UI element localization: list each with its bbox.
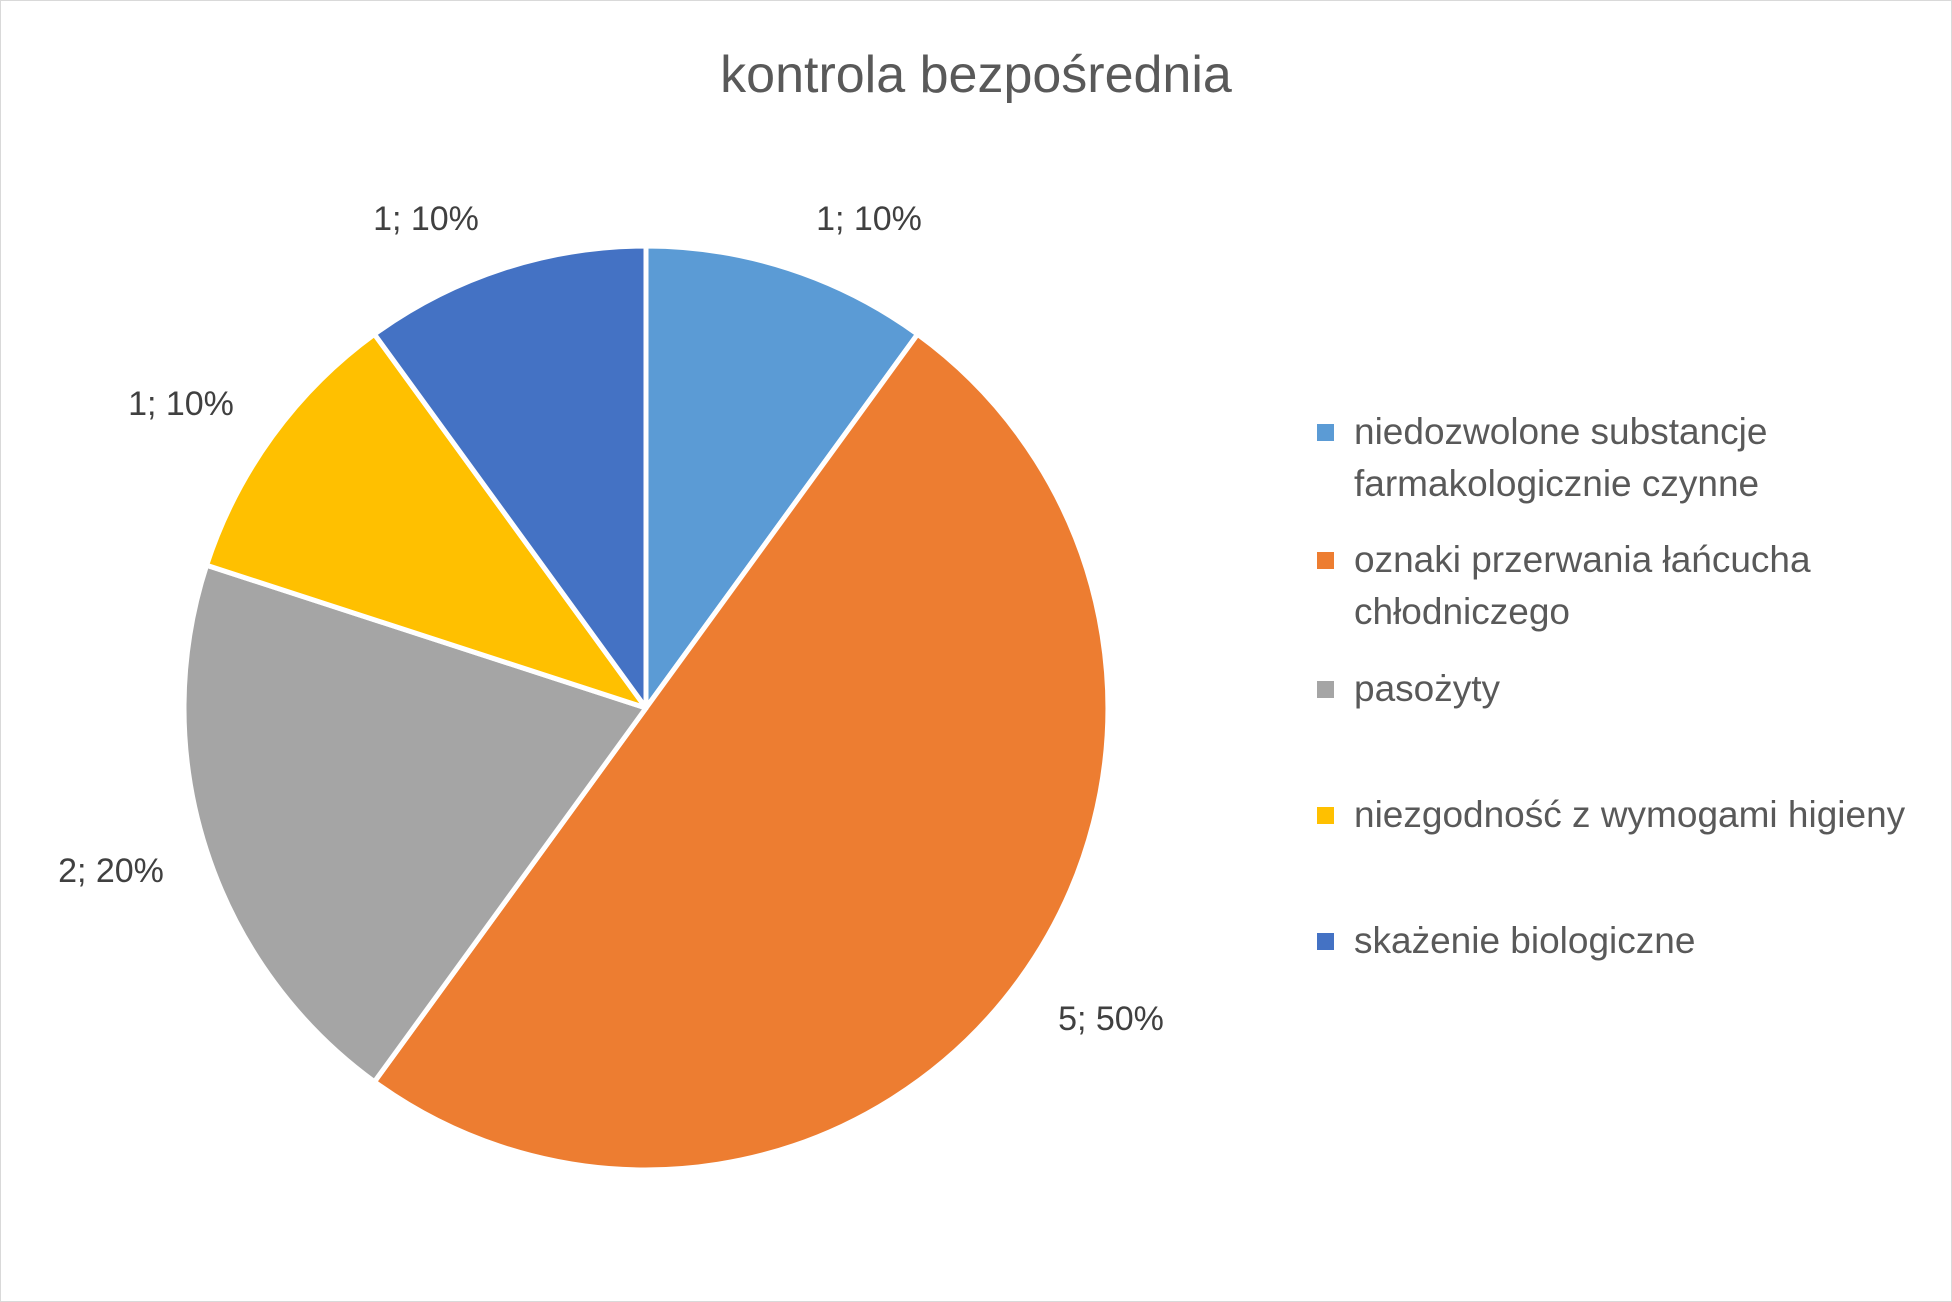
- legend-label-line: skażenie biologiczne: [1354, 920, 1696, 961]
- legend-item: pasożyty: [1317, 663, 1937, 715]
- legend-label-line: pasożyty: [1354, 668, 1501, 709]
- legend-item: niedozwolone substancje farmakologicznie…: [1317, 406, 1937, 510]
- legend-swatch: [1317, 933, 1334, 950]
- data-label: 1; 10%: [128, 385, 234, 423]
- legend-label-line: oznaki przerwania łańcucha: [1354, 539, 1811, 580]
- legend-label-line: chłodniczego: [1354, 591, 1570, 632]
- pie-slices: [181, 243, 1111, 1173]
- pie-slice: [371, 331, 1111, 1173]
- pie-slice: [643, 243, 921, 711]
- data-label: 5; 50%: [1058, 1000, 1164, 1038]
- data-label: 1; 10%: [373, 200, 479, 238]
- legend-swatch: [1317, 552, 1334, 569]
- pie-slice: [371, 243, 649, 711]
- chart-title: kontrola bezpośrednia: [720, 46, 1232, 104]
- legend-item: oznaki przerwania łańcucha chłodniczego: [1317, 534, 1937, 638]
- data-label: 1; 10%: [816, 200, 922, 238]
- data-label: 2; 20%: [58, 852, 164, 890]
- legend-label: skażenie biologiczne: [1354, 915, 1695, 967]
- legend-label: oznaki przerwania łańcucha chłodniczego: [1354, 534, 1811, 638]
- legend-label-line: farmakologicznie czynne: [1354, 463, 1760, 504]
- legend-label-line: niezgodność z wymogami higieny: [1354, 794, 1906, 835]
- legend-label: pasożyty: [1354, 663, 1500, 715]
- pie-slice: [181, 562, 649, 1085]
- pie-data-labels: 1; 10% 5; 50% 2; 20% 1; 10% 1; 10%: [58, 200, 1164, 1038]
- legend-swatch: [1317, 807, 1334, 824]
- legend-swatch: [1317, 681, 1334, 698]
- pie-slice: [204, 331, 649, 711]
- legend-label: niezgodność z wymogami higieny: [1354, 789, 1905, 841]
- legend-item: niezgodność z wymogami higieny: [1317, 789, 1937, 841]
- legend-label: niedozwolone substancje farmakologicznie…: [1354, 406, 1767, 510]
- legend-label-line: niedozwolone substancje: [1354, 411, 1768, 452]
- legend-swatch: [1317, 424, 1334, 441]
- legend-item: skażenie biologiczne: [1317, 915, 1937, 967]
